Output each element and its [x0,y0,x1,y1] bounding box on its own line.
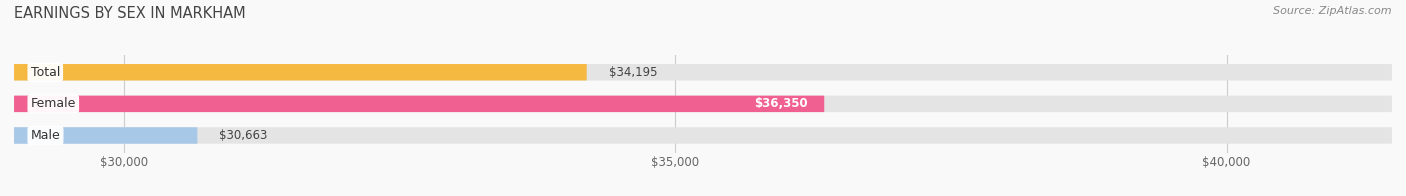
Text: $30,663: $30,663 [219,129,267,142]
Text: Male: Male [31,129,60,142]
FancyBboxPatch shape [14,127,197,144]
Text: EARNINGS BY SEX IN MARKHAM: EARNINGS BY SEX IN MARKHAM [14,6,246,21]
FancyBboxPatch shape [14,127,1392,144]
Text: $34,195: $34,195 [609,66,657,79]
Text: $36,350: $36,350 [754,97,807,110]
FancyBboxPatch shape [14,64,1392,81]
FancyBboxPatch shape [14,96,1392,112]
Text: Source: ZipAtlas.com: Source: ZipAtlas.com [1274,6,1392,16]
Text: Total: Total [31,66,60,79]
FancyBboxPatch shape [14,96,824,112]
Text: Female: Female [31,97,76,110]
FancyBboxPatch shape [14,64,586,81]
